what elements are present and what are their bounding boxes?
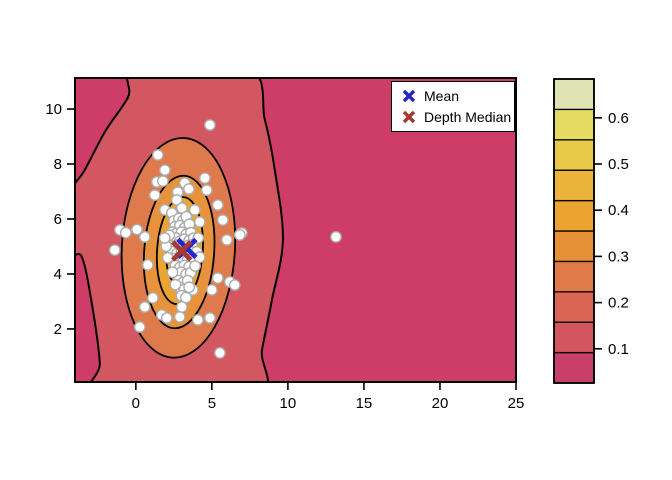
- data-point: [198, 172, 211, 185]
- colorbar-tick-label: 0.3: [608, 248, 629, 265]
- x-axis-tick-label: 25: [508, 395, 525, 412]
- data-point: [138, 301, 151, 313]
- y-axis-tick-label: 6: [54, 211, 62, 228]
- x-axis-tick-label: 5: [208, 395, 216, 412]
- colorbar-tick-label: 0.4: [608, 202, 629, 219]
- data-point: [141, 258, 154, 271]
- x-axis-tick-label: 20: [432, 395, 449, 412]
- data-point: [146, 291, 159, 304]
- x-axis-tick-label: 15: [356, 395, 373, 412]
- data-point: [183, 281, 196, 294]
- y-axis-tick-label: 4: [54, 266, 62, 283]
- y-axis-tick-label: 2: [54, 321, 62, 338]
- data-point: [148, 189, 161, 202]
- colorbar-band: [553, 169, 595, 202]
- colorbar-band: [553, 291, 595, 323]
- data-point: [220, 233, 233, 246]
- depth-median-x-icon: [402, 110, 416, 124]
- data-point: [205, 283, 218, 296]
- plot-frame: [74, 77, 517, 383]
- legend-item-mean: Mean: [402, 87, 514, 106]
- data-point: [119, 226, 132, 239]
- data-point: [203, 312, 216, 324]
- data-point: [151, 149, 164, 161]
- data-point: [156, 175, 169, 188]
- y-axis-tick-label: 10: [45, 101, 62, 118]
- data-point: [211, 272, 224, 284]
- colorbar-band: [553, 260, 595, 293]
- colorbar-tick-label: 0.5: [608, 156, 629, 173]
- data-point: [180, 291, 192, 304]
- colorbar-band: [553, 78, 595, 111]
- colorbar-tick-label: 0.2: [608, 295, 629, 312]
- data-point: [193, 216, 206, 228]
- data-point: [173, 310, 186, 323]
- x-axis-tick-label: 0: [132, 395, 140, 412]
- data-point: [161, 251, 174, 264]
- y-axis-tick-label: 8: [54, 156, 62, 173]
- legend-label-mean: Mean: [424, 88, 460, 104]
- data-point: [169, 278, 182, 291]
- colorbar-frame: [553, 78, 595, 384]
- data-point: [158, 232, 171, 244]
- data-point: [160, 312, 173, 324]
- data-point: [130, 223, 143, 236]
- data-point: [191, 313, 204, 326]
- data-point: [211, 199, 224, 211]
- colorbar-band: [553, 108, 595, 141]
- colorbar-band: [553, 199, 595, 232]
- x-axis-tick-label: 10: [280, 395, 297, 412]
- colorbar-band: [553, 351, 595, 384]
- legend-label-depth-median: Depth Median: [424, 109, 512, 125]
- data-point: [133, 321, 146, 333]
- depth-median-marker: [171, 240, 193, 262]
- data-point: [213, 346, 226, 359]
- data-point: [200, 184, 213, 197]
- data-point: [203, 119, 216, 131]
- data-point: [166, 266, 179, 279]
- colorbar-band: [553, 321, 595, 354]
- data-point: [188, 203, 201, 216]
- legend-item-depth-median: Depth Median: [402, 108, 514, 127]
- data-point: [216, 214, 229, 227]
- data-point: [158, 164, 171, 177]
- colorbar-band: [553, 230, 595, 263]
- colorbar-tick-label: 0.1: [608, 341, 629, 358]
- data-point: [330, 230, 342, 243]
- mean-x-icon: [402, 89, 416, 103]
- data-point: [182, 183, 195, 195]
- plot-legend: Mean Depth Median: [391, 81, 515, 132]
- contour-layers: [75, 78, 342, 382]
- colorbar-band: [553, 139, 595, 171]
- data-point: [233, 228, 246, 241]
- colorbar-tick-label: 0.6: [608, 110, 629, 127]
- data-point: [108, 244, 121, 257]
- data-point: [138, 230, 151, 243]
- data-point: [228, 279, 241, 291]
